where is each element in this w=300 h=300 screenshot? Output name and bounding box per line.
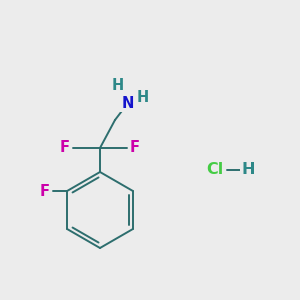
Text: F: F xyxy=(40,184,50,199)
Text: N: N xyxy=(122,95,134,110)
Text: Cl: Cl xyxy=(206,163,224,178)
Text: F: F xyxy=(130,140,140,155)
Text: F: F xyxy=(60,140,70,155)
Text: H: H xyxy=(241,163,255,178)
Text: H: H xyxy=(137,91,149,106)
Text: H: H xyxy=(112,77,124,92)
